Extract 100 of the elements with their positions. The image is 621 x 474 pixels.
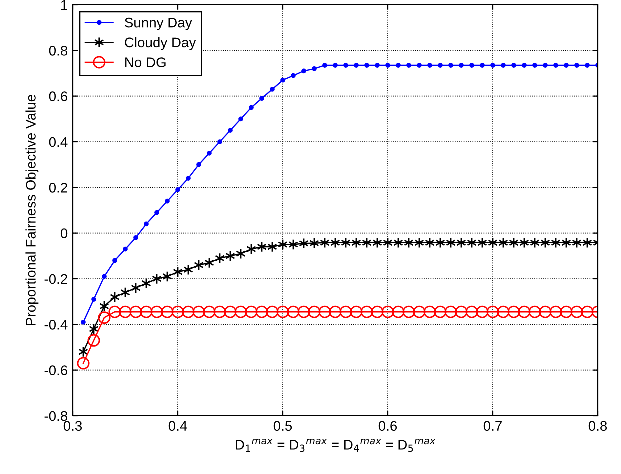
point [228, 128, 233, 134]
point [490, 63, 496, 68]
point [434, 306, 447, 318]
point [386, 63, 390, 68]
y-tick-label: 0 [60, 228, 68, 239]
y-tick-label: -0.8 [44, 411, 68, 422]
text: D$_{1}$$^{max}$ = D$_{3}$$^{max}$ = D$_{4}$$^{max}$ = D$_{5}$$^{max}$ [236, 438, 436, 452]
point [570, 306, 584, 318]
point [470, 63, 474, 68]
point [508, 306, 520, 318]
point [444, 306, 458, 318]
point [406, 63, 412, 68]
point [102, 274, 107, 280]
point [340, 306, 352, 318]
point [81, 320, 86, 325]
point [448, 63, 454, 68]
y-tick-label: -0.2 [44, 274, 68, 284]
point [154, 210, 160, 216]
x-tick-label: 0.5 [274, 421, 292, 432]
point [522, 63, 527, 68]
point [382, 306, 394, 318]
x-tick-label: 0.3 [64, 421, 82, 432]
legend-label: Sunny Day [125, 18, 192, 30]
point [182, 306, 195, 318]
point [123, 246, 128, 252]
point [428, 63, 432, 68]
point [150, 306, 164, 318]
point [413, 306, 426, 318]
point [298, 306, 310, 318]
point [92, 297, 96, 302]
point [207, 150, 212, 156]
point [260, 96, 264, 102]
point [585, 63, 590, 68]
point [77, 357, 90, 370]
point [512, 63, 516, 68]
point [392, 306, 405, 318]
y-tick-label: 0.2 [49, 183, 68, 193]
point [186, 176, 191, 181]
point [165, 198, 170, 204]
point [581, 306, 594, 318]
y-tick-label: 0.6 [49, 92, 68, 102]
point [266, 306, 279, 318]
point [218, 140, 222, 144]
point [333, 63, 338, 68]
point [424, 306, 436, 318]
point [238, 116, 244, 122]
point [539, 306, 552, 318]
x-tick-label: 0.8 [588, 421, 608, 432]
point [214, 306, 226, 318]
y-tick-label: -0.6 [44, 366, 68, 376]
point [291, 73, 296, 78]
point [518, 306, 531, 318]
point [528, 306, 542, 318]
point [438, 63, 443, 68]
point [322, 63, 328, 68]
point [130, 306, 142, 318]
point [364, 63, 370, 68]
point [161, 306, 174, 318]
x-tick-label: 0.7 [484, 421, 502, 432]
point [302, 68, 306, 74]
point [270, 87, 275, 92]
legend-label: Cloudy Day [125, 37, 196, 50]
point [560, 306, 573, 318]
point [234, 306, 248, 318]
point [276, 306, 290, 318]
point [574, 63, 580, 68]
point [245, 306, 258, 318]
point [554, 63, 558, 68]
point [501, 63, 506, 68]
x-tick-label: 0.4 [168, 421, 188, 432]
point [344, 63, 348, 68]
point [119, 306, 132, 318]
y-axis-title: Proportional Fairness Objective Value [26, 95, 39, 326]
point [172, 306, 184, 318]
point [134, 235, 138, 240]
point [476, 306, 489, 318]
point [287, 306, 300, 318]
point [354, 63, 359, 68]
y-tick-label: 1 [61, 0, 68, 10]
point [497, 306, 510, 318]
point [350, 306, 363, 318]
point [192, 306, 206, 318]
point [98, 312, 111, 324]
y-tick-label: 0.8 [49, 46, 68, 56]
point [532, 63, 538, 68]
point [543, 63, 548, 68]
y-tick-label: -0.4 [44, 320, 68, 330]
point [564, 63, 569, 68]
point [176, 188, 180, 192]
point [249, 105, 254, 110]
point [196, 162, 202, 168]
point [112, 258, 118, 264]
point [417, 63, 422, 68]
point [329, 306, 342, 318]
point [144, 222, 149, 227]
x-tick-label: 0.6 [378, 421, 398, 432]
point [360, 306, 374, 318]
point [375, 63, 380, 68]
point [371, 306, 384, 318]
point [88, 334, 100, 347]
